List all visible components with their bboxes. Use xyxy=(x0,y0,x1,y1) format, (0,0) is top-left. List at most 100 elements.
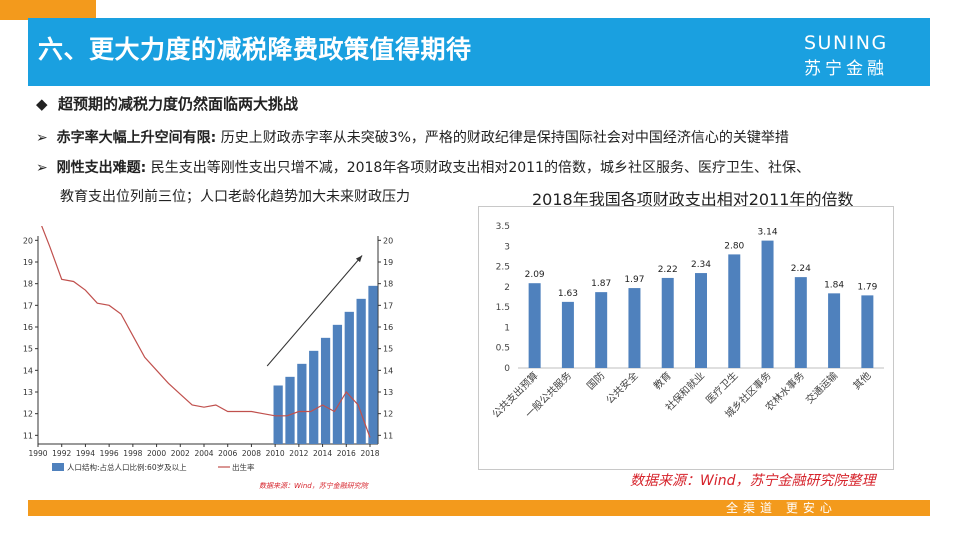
bullet-1-lead: 赤字率大幅上升空间有限: xyxy=(56,130,217,146)
left-y-tick-label: 11 xyxy=(23,431,33,440)
diamond-bullet-icon: ◆ xyxy=(36,95,48,113)
expenditure-bar xyxy=(695,273,707,368)
y-tick-label: 0 xyxy=(504,364,510,374)
bullet-2: ➢ 刚性支出难题: 民生支出等刚性支出只增不减，2018年各项财政支出相对201… xyxy=(36,157,810,177)
title-bar xyxy=(28,18,930,86)
left-y-tick-label: 12 xyxy=(23,410,33,419)
right-y-tick-label: 20 xyxy=(383,236,393,245)
bar-value-label: 2.34 xyxy=(691,260,711,270)
left-y-tick-label: 16 xyxy=(23,323,33,332)
bullet-1-text: 历史上财政赤字率从未突破3%，严格的财政纪律是保持国际社会对中国经济信心的关键举… xyxy=(220,130,789,146)
y-tick-label: 2 xyxy=(504,283,510,293)
right-y-tick-label: 14 xyxy=(383,366,393,375)
bar-value-label: 2.09 xyxy=(525,270,545,280)
chart-title: 2018年我国各项财政支出相对2011年的倍数 xyxy=(532,190,854,209)
expenditure-bar xyxy=(861,295,874,368)
aging-bar xyxy=(320,337,331,444)
legend-bar-label: 人口结构:占总人口比例:60岁及以上 xyxy=(67,462,187,472)
bar-value-label: 2.22 xyxy=(658,265,678,275)
left-y-tick-label: 17 xyxy=(23,301,33,310)
expenditure-bar xyxy=(561,301,574,368)
bar-chart-panel xyxy=(478,206,894,470)
x-tick-label: 2002 xyxy=(171,449,190,458)
y-tick-label: 1 xyxy=(504,323,510,333)
x-tick-label: 2012 xyxy=(289,449,308,458)
left-y-tick-label: 13 xyxy=(23,388,33,397)
category-label: 国防 xyxy=(584,369,607,392)
x-tick-label: 1996 xyxy=(100,449,119,458)
logo-en: SUNING xyxy=(804,32,888,54)
right-y-tick-label: 19 xyxy=(383,258,393,267)
x-tick-label: 1998 xyxy=(123,449,142,458)
aging-bar xyxy=(332,324,343,444)
x-tick-label: 2004 xyxy=(194,449,213,458)
bullet-2-lead: 刚性支出难题: xyxy=(56,160,147,176)
bar-value-label: 1.87 xyxy=(591,279,611,289)
legend-bar-swatch xyxy=(52,463,64,471)
expenditure-bar xyxy=(761,240,774,368)
category-label: 其他 xyxy=(850,369,873,392)
x-tick-label: 2018 xyxy=(360,449,379,458)
section-heading-text: 超预期的减税力度仍然面临两大挑战 xyxy=(58,95,299,113)
right-y-tick-label: 11 xyxy=(383,431,393,440)
bar-value-label: 2.80 xyxy=(724,241,744,251)
left-y-tick-label: 20 xyxy=(23,236,33,245)
left-chart-legend: 人口结构:占总人口比例:60岁及以上 出生率 xyxy=(52,462,255,472)
legend-line-label: 出生率 xyxy=(232,462,255,472)
arrow-bullet-icon: ➢ xyxy=(36,130,48,146)
x-tick-label: 2016 xyxy=(337,449,356,458)
expenditure-bar xyxy=(628,288,641,368)
footer-slogan: 全渠道 更安心 xyxy=(726,501,837,515)
y-tick-label: 0.5 xyxy=(496,344,510,354)
left-chart-source: 数据来源：Wind，苏宁金融研究院 xyxy=(259,482,369,490)
left-y-tick-label: 19 xyxy=(23,258,33,267)
expenditure-bar xyxy=(595,292,608,368)
bar-value-label: 1.63 xyxy=(558,289,578,299)
source-note: 数据来源：Wind，苏宁金融研究院整理 xyxy=(630,473,876,489)
x-tick-label: 2006 xyxy=(218,449,237,458)
y-tick-label: 2.5 xyxy=(496,263,510,273)
bar-value-label: 2.24 xyxy=(791,264,811,274)
arrow-bullet-icon: ➢ xyxy=(36,160,48,176)
expenditure-bar xyxy=(828,293,841,368)
left-y-tick-label: 15 xyxy=(23,345,33,354)
x-tick-label: 2008 xyxy=(242,449,261,458)
orange-corner-accent xyxy=(0,0,96,20)
aging-bar xyxy=(309,350,319,444)
x-tick-label: 2010 xyxy=(266,449,285,458)
trend-arrow-line xyxy=(266,255,363,367)
right-y-tick-label: 18 xyxy=(383,280,393,289)
bullet-1: ➢ 赤字率大幅上升空间有限: 历史上财政赤字率从未突破3%，严格的财政纪律是保持… xyxy=(36,127,789,147)
birth-rate-aging-chart: 11 12 13 14 15 16 17 18 19 20 11 12 13 14 15 16 17 18 19 20… xyxy=(23,226,393,490)
aging-bar xyxy=(368,285,378,444)
bullet-2-text: 民生支出等刚性支出只增不减，2018年各项财政支出相对2011的倍数，城乡社区服… xyxy=(150,160,810,176)
right-y-tick-label: 15 xyxy=(383,345,393,354)
x-tick-label: 2000 xyxy=(147,449,166,458)
x-tick-label: 2014 xyxy=(313,449,332,458)
y-tick-label: 3.5 xyxy=(496,222,510,232)
x-tick-label: 1992 xyxy=(52,449,71,458)
bar-value-label: 1.97 xyxy=(624,275,644,285)
x-tick-label: 1990 xyxy=(28,449,47,458)
bar-value-label: 3.14 xyxy=(758,228,778,238)
category-label: 公共安全 xyxy=(603,369,640,406)
right-y-tick-label: 17 xyxy=(383,301,393,310)
category-label: 教育 xyxy=(651,369,674,392)
x-tick-label: 1994 xyxy=(76,449,95,458)
y-tick-label: 1.5 xyxy=(496,303,510,313)
left-chart-line xyxy=(41,226,371,438)
left-chart-trend-arrow xyxy=(266,255,363,367)
right-chart-bars: 2.09 1.63 1.87 1.97 2.22 2.34 2.80 3.14 2.24 1.84… xyxy=(525,228,878,368)
trend-arrowhead-icon xyxy=(355,255,363,263)
bar-value-label: 1.84 xyxy=(824,280,844,290)
aging-bar xyxy=(344,311,354,444)
right-y-tick-label: 16 xyxy=(383,323,393,332)
birth-rate-line xyxy=(41,226,371,438)
bottom-bar xyxy=(28,500,930,516)
category-label: 交通运输 xyxy=(803,369,840,406)
aging-bar xyxy=(297,363,307,444)
bullet-2-line2: 教育支出位列前三位；人口老龄化趋势加大未来财政压力 xyxy=(60,189,410,205)
y-tick-label: 3 xyxy=(504,242,510,252)
